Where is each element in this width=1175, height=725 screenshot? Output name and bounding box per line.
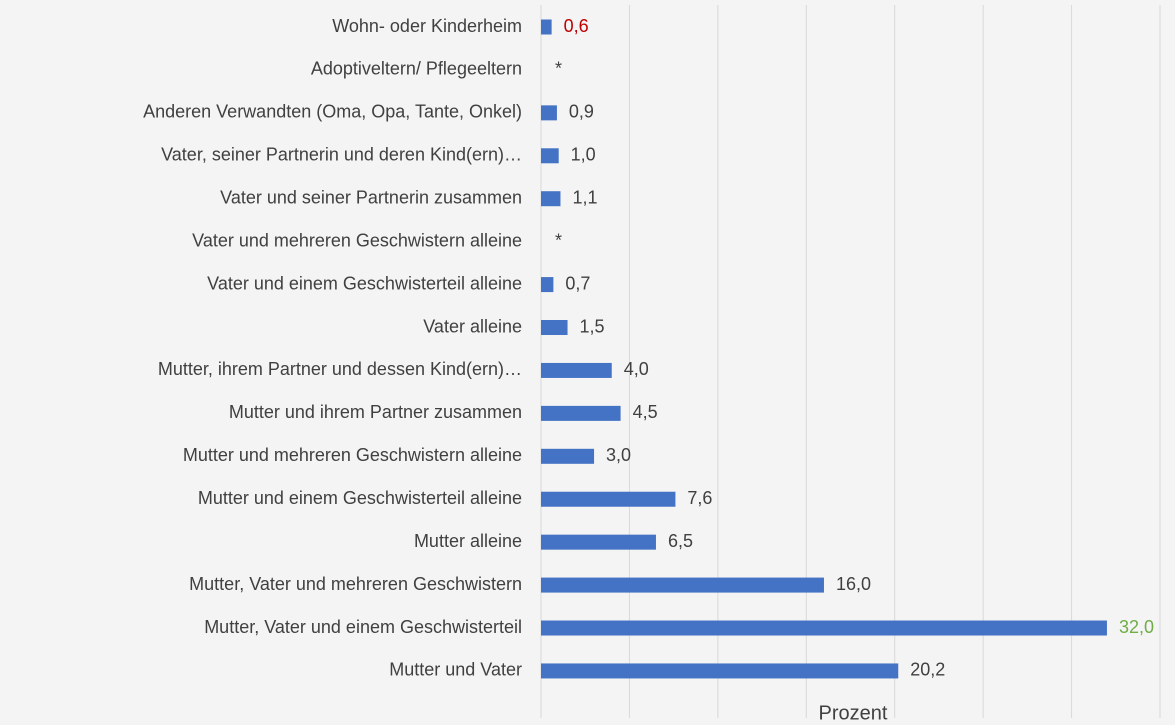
bar [541,405,621,421]
bar [541,148,559,164]
bar [541,19,552,35]
y-tick-label: Vater und einem Geschwisterteil alleine [207,273,522,293]
y-tick-label: Mutter, ihrem Partner und dessen Kind(er… [158,359,522,379]
y-tick-label: Vater und mehreren Geschwistern alleine [192,230,522,250]
bar [541,191,561,207]
y-tick-label: Mutter und ihrem Partner zusammen [229,402,522,422]
data-label: * [555,59,562,79]
y-tick-label: Vater und seiner Partnerin zusammen [220,187,522,207]
y-tick-label: Mutter, Vater und mehreren Geschwistern [189,574,522,594]
bar [541,277,554,293]
y-tick-label: Mutter und mehreren Geschwistern alleine [183,445,522,465]
y-tick-label: Mutter und Vater [389,660,522,680]
data-label: * [555,230,562,250]
bar [541,320,568,336]
data-label: 16,0 [836,574,871,594]
y-tick-label: Wohn- oder Kinderheim [332,16,522,36]
data-label: 0,6 [564,16,589,36]
bar [541,491,676,507]
data-label: 20,2 [910,660,945,680]
y-tick-label: Vater, seiner Partnerin und deren Kind(e… [161,145,522,165]
data-label: 6,5 [668,531,693,551]
data-label: 4,0 [624,359,649,379]
x-axis-title: Prozent [819,702,888,724]
data-label: 0,7 [565,273,590,293]
data-label: 4,5 [633,402,658,422]
bar [541,663,899,679]
bar [541,362,612,378]
bar [541,577,824,593]
data-label: 0,9 [569,102,594,122]
y-tick-label: Anderen Verwandten (Oma, Opa, Tante, Onk… [143,102,522,122]
data-label: 1,0 [571,145,596,165]
y-tick-label: Mutter und einem Geschwisterteil alleine [198,488,522,508]
y-tick-label: Mutter alleine [414,531,522,551]
bar [541,620,1107,636]
data-label: 7,6 [687,488,712,508]
y-tick-label: Adoptiveltern/ Pflegeeltern [311,59,522,79]
y-tick-label: Vater alleine [423,316,522,336]
bar [541,105,557,121]
bar [541,448,595,464]
data-label: 32,0 [1119,617,1154,637]
data-label: 1,1 [572,187,597,207]
data-label: 1,5 [580,316,605,336]
y-tick-label: Mutter, Vater und einem Geschwisterteil [204,617,522,637]
bar [541,534,656,550]
data-label: 3,0 [606,445,631,465]
